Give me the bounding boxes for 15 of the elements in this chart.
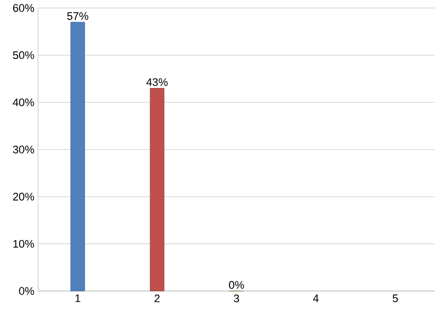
data-label: 43%	[146, 78, 168, 86]
data-label: 0%	[229, 281, 244, 289]
y-tick-label: 20%	[13, 192, 34, 201]
x-tick-label: 1	[75, 294, 80, 302]
y-tick-label: 40%	[12, 98, 34, 106]
y-tick-label: 60%	[13, 4, 34, 12]
x-tick-label: 4	[313, 294, 319, 302]
x-tick-label: 3	[234, 294, 240, 302]
y-tick-label: 10%	[13, 240, 34, 248]
x-tick-label: 2	[154, 294, 160, 302]
y-tick-label: 50%	[12, 51, 34, 60]
data-label: 57%	[67, 12, 88, 20]
x-tick-label: 5	[392, 294, 398, 302]
y-tick-label: 0%	[19, 287, 34, 295]
y-tick-label: 30%	[12, 146, 34, 154]
